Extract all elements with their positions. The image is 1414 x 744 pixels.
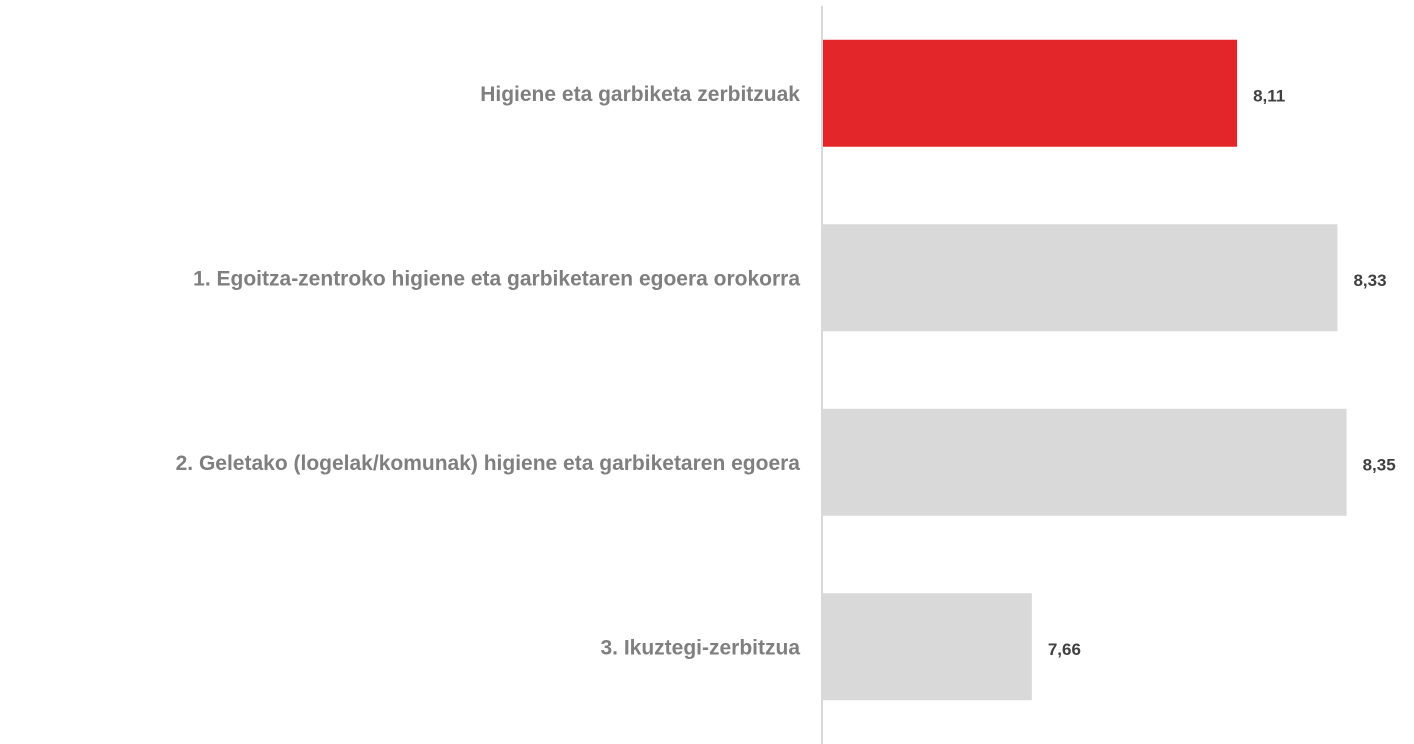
value-label: 8,33 bbox=[1353, 271, 1386, 290]
category-label: Higiene eta garbiketa zerbitzuak bbox=[480, 83, 800, 106]
category-label: 3. Ikuztegi-zerbitzua bbox=[600, 636, 800, 659]
bar bbox=[822, 39, 1238, 147]
bar bbox=[822, 593, 1032, 701]
value-label: 8,11 bbox=[1253, 87, 1285, 106]
bar bbox=[822, 408, 1347, 516]
value-label: 7,66 bbox=[1048, 640, 1081, 659]
value-label: 8,35 bbox=[1363, 456, 1396, 475]
category-label: 2. Geletako (logelak/komunak) higiene et… bbox=[176, 452, 801, 475]
bar bbox=[822, 224, 1338, 332]
category-label: 1. Egoitza-zentroko higiene eta garbiket… bbox=[193, 267, 800, 290]
